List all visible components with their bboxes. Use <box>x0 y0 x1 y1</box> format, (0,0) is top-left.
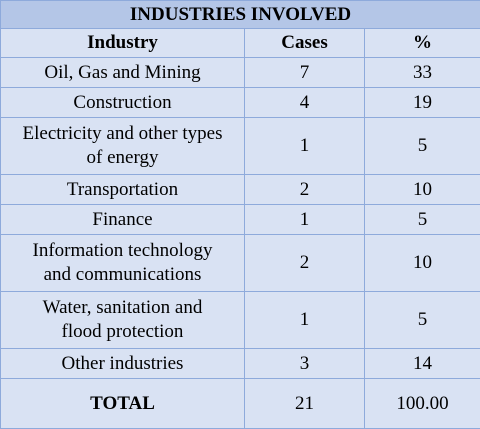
industry-line-2: of energy <box>87 147 159 168</box>
header-cases: Cases <box>245 29 365 58</box>
industry-cell: Water, sanitation and flood protection <box>1 292 245 349</box>
table-title: INDUSTRIES INVOLVED <box>1 1 480 29</box>
industry-cell: Construction <box>1 88 245 118</box>
percent-cell: 10 <box>365 235 480 292</box>
cases-cell: 1 <box>245 205 365 235</box>
total-cases: 21 <box>245 379 365 429</box>
header-industry: Industry <box>1 29 245 58</box>
cases-cell: 4 <box>245 88 365 118</box>
industry-line-1: Water, sanitation and <box>43 297 203 318</box>
percent-cell: 5 <box>365 205 480 235</box>
cases-cell: 3 <box>245 349 365 379</box>
cases-cell: 1 <box>245 292 365 349</box>
percent-cell: 5 <box>365 292 480 349</box>
cases-cell: 7 <box>245 58 365 88</box>
industry-cell: Information technology and communications <box>1 235 245 292</box>
table-row: Construction 4 19 <box>1 88 480 118</box>
percent-cell: 33 <box>365 58 480 88</box>
industry-cell: Oil, Gas and Mining <box>1 58 245 88</box>
industry-line-1: Information technology <box>33 240 213 261</box>
cases-cell: 1 <box>245 118 365 175</box>
industry-line-1: Electricity and other types <box>23 123 223 144</box>
cases-cell: 2 <box>245 175 365 205</box>
industry-line-2: and communications <box>44 264 202 285</box>
industry-cell: Transportation <box>1 175 245 205</box>
total-percent: 100.00 <box>365 379 480 429</box>
industry-cell: Finance <box>1 205 245 235</box>
header-percent: % <box>365 29 480 58</box>
table-row: Information technology and communications… <box>1 235 480 292</box>
industry-cell: Other industries <box>1 349 245 379</box>
table-row: Electricity and other types of energy 1 5 <box>1 118 480 175</box>
industry-cell: Electricity and other types of energy <box>1 118 245 175</box>
table-row: Oil, Gas and Mining 7 33 <box>1 58 480 88</box>
percent-cell: 10 <box>365 175 480 205</box>
total-label: TOTAL <box>1 379 245 429</box>
table-row: Transportation 2 10 <box>1 175 480 205</box>
table-header-row: Industry Cases % <box>1 29 480 58</box>
cases-cell: 2 <box>245 235 365 292</box>
table-row: Finance 1 5 <box>1 205 480 235</box>
percent-cell: 19 <box>365 88 480 118</box>
total-row: TOTAL 21 100.00 <box>1 379 480 429</box>
table-row: Other industries 3 14 <box>1 349 480 379</box>
industry-line-2: flood protection <box>62 321 184 342</box>
table-title-row: INDUSTRIES INVOLVED <box>1 1 480 29</box>
percent-cell: 14 <box>365 349 480 379</box>
percent-cell: 5 <box>365 118 480 175</box>
